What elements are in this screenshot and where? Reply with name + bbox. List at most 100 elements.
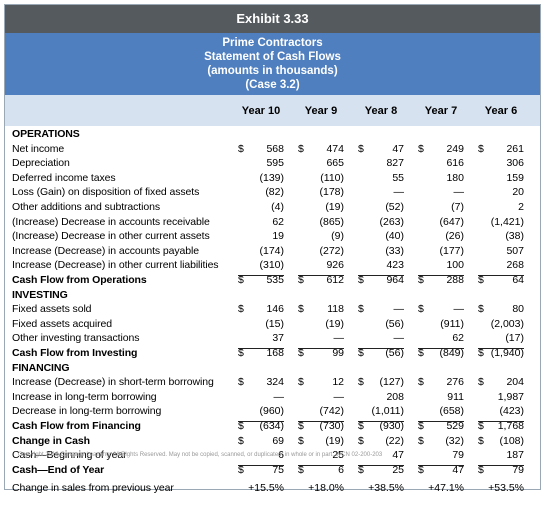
cell-value: (930) [379, 420, 404, 432]
row-label: Fixed assets acquired [12, 317, 113, 330]
column-header: Year 10 [241, 105, 281, 117]
total-rule [358, 348, 404, 349]
cell-value: (634) [259, 420, 284, 432]
cell-value: — [453, 303, 465, 316]
row-label: Deferred income taxes [12, 171, 116, 184]
cell-value: (15) [265, 317, 284, 330]
row-label: Cash—Beginning of year [12, 449, 127, 462]
frame [4, 4, 541, 490]
dollar-sign: $ [358, 463, 364, 476]
cell-value: (82) [265, 186, 284, 199]
total-rule [238, 421, 284, 422]
total-rule [418, 348, 464, 349]
row-label: Depreciation [12, 157, 70, 170]
cell-value: (742) [319, 405, 344, 418]
dollar-sign: $ [478, 376, 484, 389]
cell-value: 507 [506, 244, 524, 257]
total-rule [418, 421, 464, 422]
cell-value: 79 [452, 449, 464, 462]
cell-value: 25 [392, 463, 404, 476]
total-rule [478, 348, 524, 349]
cell-value: (1,011) [371, 405, 405, 418]
dollar-sign: $ [238, 420, 244, 432]
cell-value: (108) [499, 434, 524, 447]
column-header: Year 6 [484, 105, 518, 117]
cell-value: +18.0% [308, 482, 344, 495]
cell-value: (911) [440, 317, 464, 330]
cell-value: 288 [446, 274, 464, 286]
dollar-sign: $ [238, 274, 244, 286]
cell-value: 2 [518, 201, 524, 213]
cell-value: 926 [326, 259, 344, 272]
cell-value: 1,987 [497, 390, 524, 403]
cell-value: (32) [445, 434, 464, 447]
cell-value: (56) [385, 347, 404, 359]
row-label: FINANCING [12, 361, 70, 374]
cell-value: 827 [386, 157, 404, 170]
cell-value: 64 [512, 274, 524, 286]
cell-value: (1,940) [490, 347, 524, 359]
cell-value: 55 [392, 171, 404, 184]
cell-value: 911 [447, 390, 464, 403]
dollar-sign: $ [238, 376, 244, 389]
dollar-sign: $ [358, 347, 364, 359]
row-label: Change in Cash [12, 434, 90, 447]
cell-value: 529 [446, 420, 464, 432]
dollar-sign: $ [418, 434, 424, 447]
column-header: Year 8 [364, 105, 398, 117]
cell-value: (33) [385, 244, 404, 257]
row-label: Increase (Decrease) in short-term borrow… [12, 376, 214, 389]
cell-value: 423 [386, 259, 404, 272]
dollar-sign: $ [478, 463, 484, 476]
cell-value: 474 [326, 142, 344, 155]
cell-value: 47 [392, 449, 404, 462]
dollar-sign: $ [238, 347, 244, 359]
dollar-sign: $ [298, 347, 304, 359]
cell-value: 47 [392, 142, 404, 155]
dollar-sign: $ [358, 420, 364, 432]
total-rule [238, 348, 284, 349]
cell-value: (310) [259, 259, 284, 272]
cell-value: (127) [379, 376, 404, 389]
cell-value: 964 [386, 274, 404, 286]
cell-value: (7) [451, 201, 464, 213]
total-rule [358, 275, 404, 276]
cell-value: 80 [512, 303, 524, 316]
cell-value: — [453, 186, 465, 199]
cell-value: 6 [278, 449, 284, 462]
cell-value: 159 [506, 171, 524, 184]
cell-value: 12 [332, 376, 344, 389]
total-rule [298, 421, 344, 422]
cell-value: 324 [266, 376, 284, 389]
cell-value: (174) [259, 244, 284, 257]
cell-value: 47 [452, 463, 464, 476]
cell-value: +38.5% [368, 482, 404, 495]
dollar-sign: $ [358, 376, 364, 389]
cell-value: 268 [506, 259, 524, 272]
cell-value: 665 [326, 157, 344, 170]
total-rule [358, 421, 404, 422]
cell-value: — [333, 332, 345, 345]
cell-value: (4) [271, 201, 284, 213]
cell-value: 75 [272, 463, 284, 476]
dollar-sign: $ [478, 420, 484, 432]
cell-value: 204 [506, 376, 524, 389]
year-band [5, 95, 540, 126]
cell-value: (272) [319, 244, 344, 257]
cell-value: +47.1% [428, 482, 464, 495]
total-rule [478, 464, 524, 466]
row-label: Other investing transactions [12, 332, 140, 345]
dollar-sign: $ [418, 303, 424, 316]
cell-value: — [333, 390, 345, 403]
cell-value: (960) [259, 405, 284, 418]
dollar-sign: $ [478, 347, 484, 359]
cell-value: 99 [332, 347, 344, 359]
cell-value: — [393, 332, 405, 345]
column-header: Year 7 [424, 105, 458, 117]
dollar-sign: $ [418, 274, 424, 286]
cell-value: 25 [332, 449, 344, 462]
cell-value: (647) [439, 215, 464, 228]
dollar-sign: $ [418, 347, 424, 359]
dollar-sign: $ [418, 142, 424, 155]
cell-value: (17) [505, 332, 524, 345]
